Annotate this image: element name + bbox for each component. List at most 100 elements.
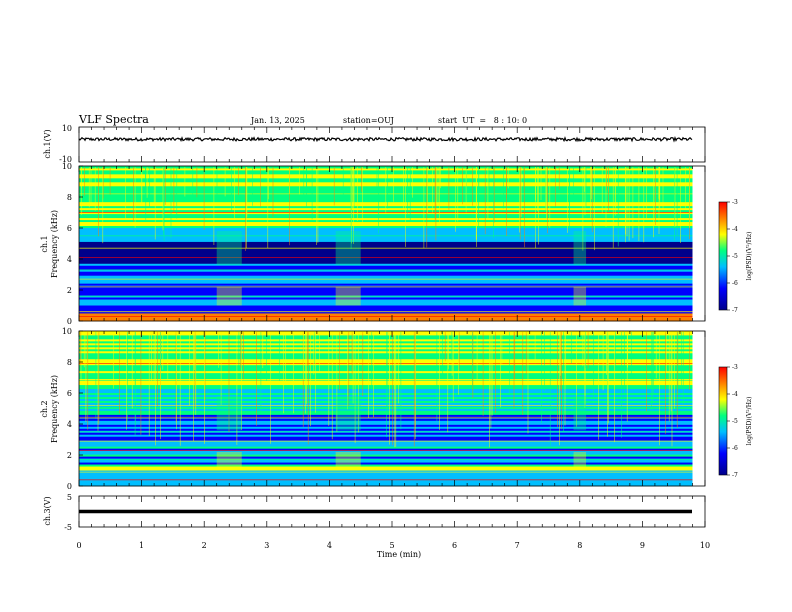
spectrogram-band [79,277,693,280]
spectrogram-band [79,384,693,388]
event-patch [573,286,587,306]
event-patch [216,286,242,306]
ch2-colorbar-bar [718,366,728,476]
ch3-waveform-ticks [78,496,706,527]
spectrogram-band [79,332,693,336]
frequency-tick-label: 4 [67,420,72,429]
spectrogram-band [79,422,693,425]
spectrogram-band [79,436,693,439]
frequency-tick-label: 10 [62,162,72,171]
spectrogram-band [79,231,693,234]
spectrogram-band [79,215,693,219]
colorbar-tick-label: -3 [732,364,738,371]
spectrogram-band [79,291,693,294]
ch2-colorbar-label: log(PSD)(V²/Hz) [746,397,753,446]
time-tick-label: 3 [264,541,269,550]
colorbar-tick-label: -6 [732,445,738,452]
spectrogram-band [79,331,693,334]
spectrogram-band [79,378,693,382]
spectrogram-band [79,247,693,250]
spectrogram-band [79,438,693,441]
frequency-tick-label: 6 [67,389,72,398]
colorbar-tick-label: -3 [732,199,738,206]
spectrogram-band [79,356,693,360]
ch2-colorbar: -3 -4 -5 -6 -7 log(PSD)(V²/Hz) [718,364,753,479]
spectrogram-band [79,380,693,384]
spectrogram-band [79,392,693,395]
ch2-spectrogram-ylabel-frequency: Frequency (kHz) [50,375,59,443]
colorbar-tick-label: -4 [732,391,738,398]
spectrogram-band [79,257,693,260]
spectrogram-band [79,283,693,286]
spectrogram-band [79,412,693,415]
spectrogram-band [79,319,693,322]
ch2-colorbar-ticks: -3 -4 -5 -6 -7 [727,364,738,479]
colorbar-tick-label: -5 [732,418,738,425]
colorbar-tick-label: -5 [732,253,738,260]
spectrogram-band [79,307,693,310]
spectrogram-band [79,476,693,479]
spectrogram-band [79,426,693,429]
spectrogram-band [79,211,693,215]
spectrogram-band [79,460,693,463]
spectrogram-band [79,235,693,238]
ch3-ylabel: ch.3(V) [43,496,52,525]
ch1-waveform-panel: 10 -10 ch.1(V) [43,124,706,164]
spectrogram-band [79,352,693,356]
spectrogram-band [79,303,693,306]
event-patch [335,231,361,266]
spectrogram-band [79,402,693,405]
spectrogram-band [79,478,693,481]
spectrogram-band [79,259,693,262]
ch1-colorbar-bar [718,201,728,311]
spectrogram-band [79,229,693,232]
time-tick-label: 9 [640,541,645,550]
spectrogram-band [79,418,693,421]
spectrogram-band [79,468,693,471]
spectrogram-band [79,432,693,435]
spectrogram-band [79,348,693,352]
spectrogram-band [79,382,693,386]
event-patch [335,396,361,431]
spectrogram-band [79,309,693,312]
spectrogram-band [79,233,693,236]
spectrogram-band [79,237,693,240]
spectrogram-band [79,456,693,459]
spectrogram-band [79,470,693,473]
ch1-colorbar-label: log(PSD)(V²/Hz) [746,232,753,281]
spectrogram-band [79,424,693,427]
spectrogram-band [79,464,693,467]
spectrogram-band [79,269,693,272]
spectrogram-band [79,239,693,242]
event-patch [216,451,242,471]
ch1-spectrogram-ticks [78,166,706,321]
spectrogram-band [79,263,693,266]
spectrogram-band [79,279,693,282]
spectrogram-band [79,340,693,344]
time-tick-label: 1 [139,541,144,550]
ch3-waveform-panel: 5 -5 ch.3(V) [43,493,706,532]
colorbar-tick-label: -7 [732,472,738,479]
spectrogram-band [79,301,693,304]
spectrogram-band [79,482,693,485]
figure-title: VLF Spectra [78,113,149,126]
ch2-spectrogram-ylabel-channel: ch.2 [40,400,49,417]
ch1-ytick-bottom: -10 [59,155,72,164]
spectrogram-band [79,394,693,397]
spectrogram-band [79,350,693,354]
time-tick-label: 10 [700,541,710,550]
event-patch [335,286,361,306]
ch1-spectrogram-yticks: 0 2 4 6 8 10 [62,162,83,326]
time-tick-label: 4 [327,541,332,550]
spectrogram-band [79,466,693,469]
spectrogram-band [79,446,693,449]
frequency-tick-label: 6 [67,224,72,233]
spectrogram-band [79,249,693,252]
spectrogram-band [79,285,693,288]
colorbar-tick-label: -6 [732,280,738,287]
spectrogram-band [79,368,693,372]
ch2-spectrogram-image [79,331,693,487]
spectrogram-band [79,313,693,316]
time-tick-label: 2 [202,541,207,550]
ch2-spectrogram-ticks [78,331,706,486]
